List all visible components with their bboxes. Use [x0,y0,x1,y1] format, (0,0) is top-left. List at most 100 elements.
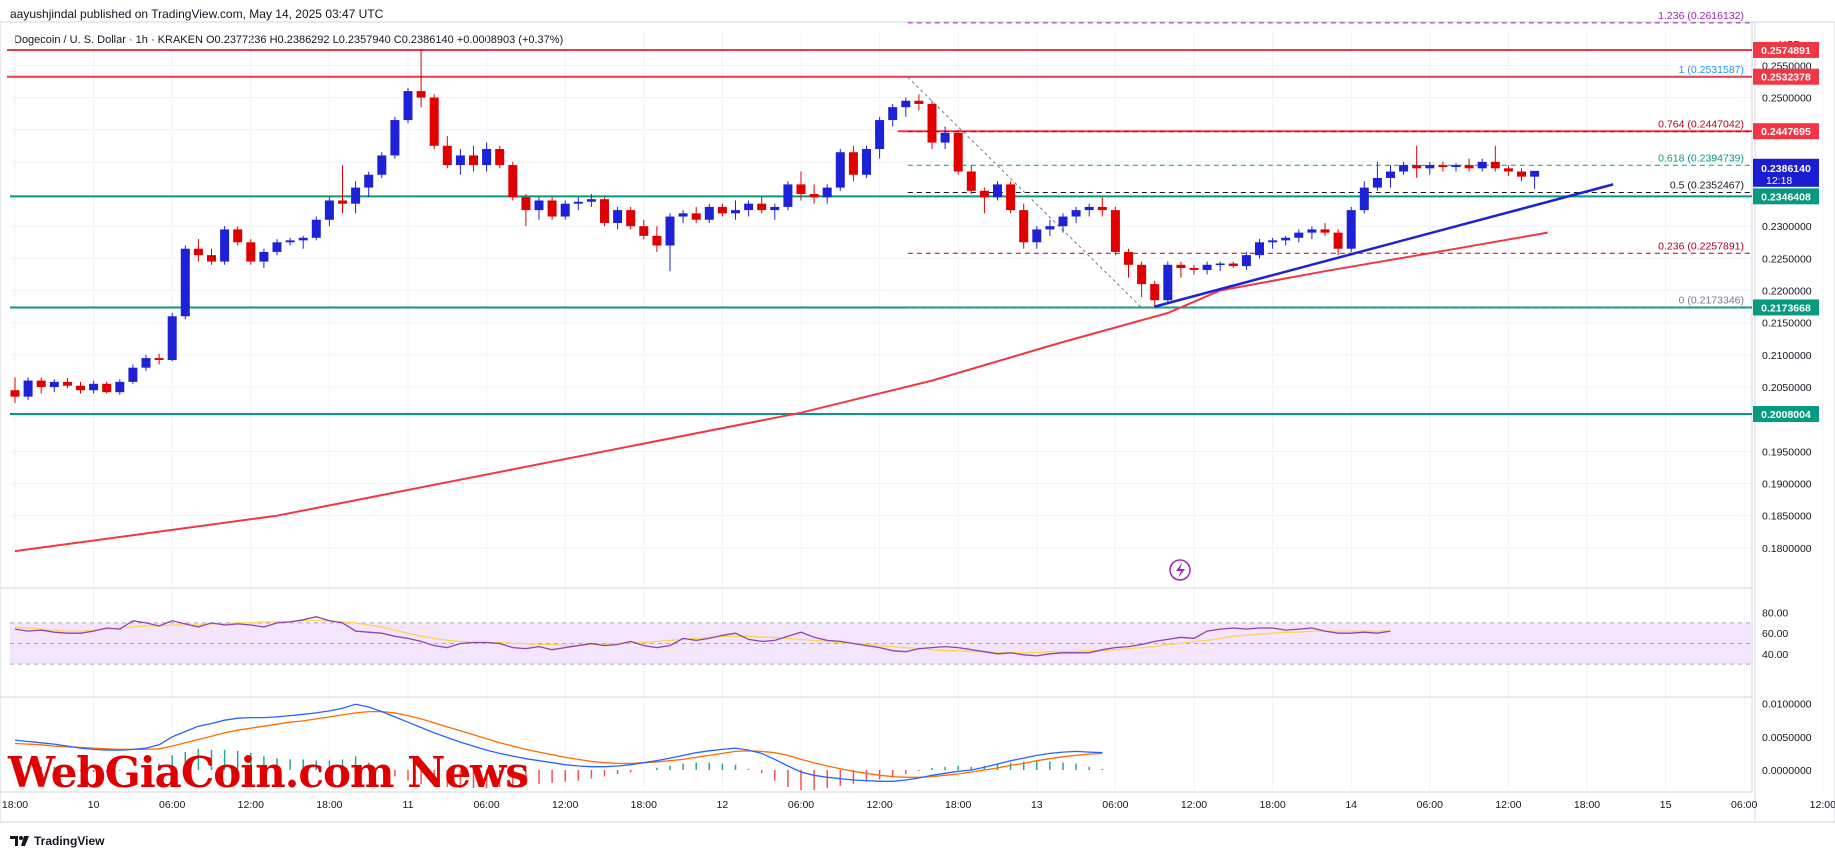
candle [1215,261,1225,272]
fib-level-label: 0.618 (0.2394739) [1658,152,1744,164]
candle-body [639,226,649,236]
candle [324,197,334,227]
candle [180,245,190,320]
candle-body [1372,177,1382,188]
time-tick-label: 15 [1660,799,1672,811]
candle [482,142,492,172]
symbol-name[interactable]: Dogecoin / U. S. Dollar · 1h · KRAKEN [14,34,203,46]
lightning-icon[interactable] [1169,559,1191,581]
candle-body [1228,263,1238,267]
candle [403,87,413,124]
candle [233,226,243,246]
candle-body [23,380,33,397]
time-tick-label: 12:00 [866,799,892,811]
candle [351,181,361,214]
candle [272,239,282,256]
candle-body [298,237,308,241]
candle [1045,219,1055,236]
candle [416,49,426,108]
macd-tick-label: 0.0000000 [1762,765,1812,777]
candle-body [993,184,1002,198]
candle [914,94,924,111]
candle [1124,248,1133,278]
candle [220,226,230,265]
price-tick-label: 0.1900000 [1762,479,1812,491]
candle [1006,181,1016,214]
horizontal-levels [7,48,1752,416]
candle-body [89,383,99,391]
candle [875,116,885,159]
candle [62,378,72,389]
macd-tick-label: 0.0100000 [1762,699,1812,711]
candle-body [1032,229,1042,243]
candle-body [1124,251,1133,265]
time-tick-label: 06:00 [1102,799,1128,811]
price-tick-label: 0.1850000 [1762,511,1812,523]
macd-line [14,703,1103,782]
candle [167,313,177,362]
candle-body [76,385,85,391]
candle-body [1019,210,1029,243]
candle-body [1517,171,1526,177]
candle-body [128,367,138,382]
candle [364,171,374,198]
candle-body [940,132,950,143]
candle-body [220,229,230,262]
candle-body [1451,165,1461,168]
candle-body [586,199,596,202]
candle-body [246,242,256,262]
candle [966,165,976,195]
fib-level-label: 0 (0.2173346) [1679,295,1744,307]
candle [1084,203,1094,217]
price-badge [1753,41,1819,58]
candle [547,197,557,220]
candle-body [482,149,492,166]
time-tick-label: 18:00 [316,799,342,811]
candle-body [1464,165,1474,169]
candle-body [1006,184,1016,211]
time-tick-label: 10 [88,799,100,811]
candle-body [547,200,557,217]
time-tick-label: 18:00 [945,799,971,811]
fibonacci-retracement: 1.236 (0.2616132) 1 (0.2531587) 0.764 (0.2… [907,10,1752,309]
price-badge-label: 0.2173668 [1761,302,1811,314]
candle [1281,235,1291,246]
candle [1032,226,1042,249]
candle-body [167,316,177,360]
time-tick-label: 18:00 [1574,799,1600,811]
time-tick-label: 06:00 [473,799,499,811]
candle-body [36,380,46,388]
candle-body [848,152,858,175]
candle-body [1241,255,1251,267]
tradingview-footer[interactable]: TradingView [10,834,104,848]
rsi-tick-label: 60.00 [1762,628,1788,640]
candle [600,197,609,227]
macd-indicator [14,703,1104,791]
candle [1150,280,1160,308]
candle [1097,197,1107,217]
candle-body [1386,171,1395,178]
price-labels: 0.2574891 0.2532378 0.2447695 0.2346408 0.21… [1753,41,1819,423]
candle-body [115,381,125,393]
candle-body [233,229,243,243]
candle-body [1281,237,1291,241]
candle [455,149,465,175]
candle-body [1202,264,1212,270]
candle-body [1071,210,1081,217]
candle-body [364,174,374,188]
candle [1438,161,1448,172]
candle [665,213,675,272]
chart-axes: 0.25500000.25000000.24500000.24000000.23… [2,39,1835,811]
candle [809,184,819,204]
candle [1386,165,1395,188]
price-badge [1753,299,1819,316]
candle [1399,161,1409,175]
candle-body [1320,229,1330,233]
candle [901,97,911,117]
time-tick-label: 14 [1345,799,1357,811]
candle [652,226,662,252]
candle-body [862,149,871,175]
candle-body [665,216,675,246]
candle [835,149,845,191]
